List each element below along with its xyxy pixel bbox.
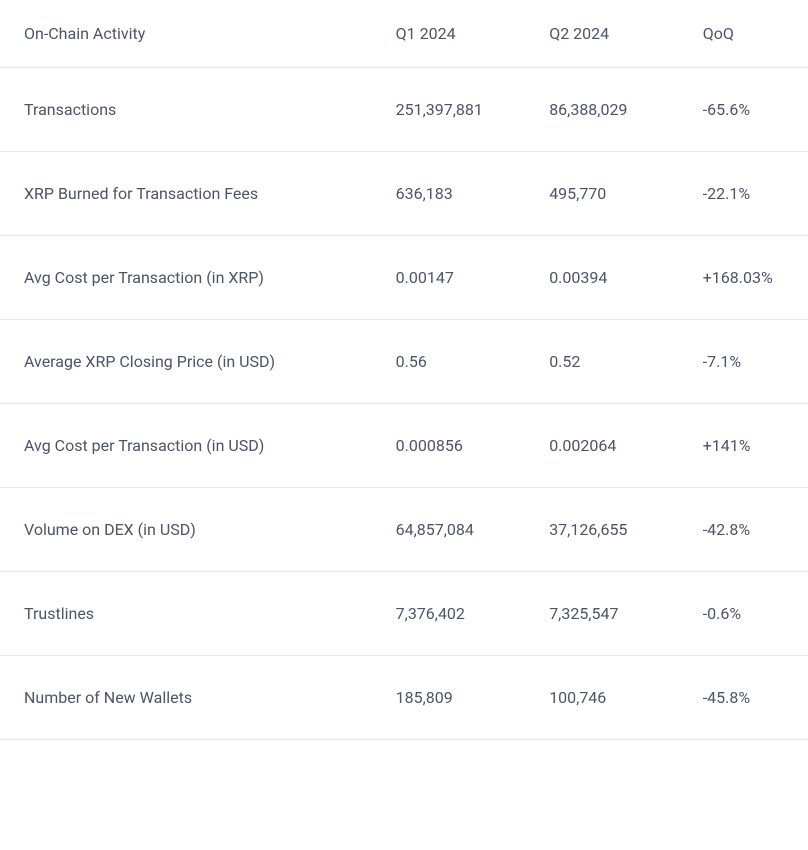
cell-metric: Trustlines xyxy=(0,572,372,656)
cell-q2: 86,388,029 xyxy=(525,68,679,152)
table-row: Transactions 251,397,881 86,388,029 -65.… xyxy=(0,68,808,152)
cell-q2: 0.00394 xyxy=(525,236,679,320)
cell-q2: 0.52 xyxy=(525,320,679,404)
cell-metric: Avg Cost per Transaction (in USD) xyxy=(0,404,372,488)
cell-q2: 7,325,547 xyxy=(525,572,679,656)
cell-q1: 64,857,084 xyxy=(372,488,526,572)
cell-q1: 251,397,881 xyxy=(372,68,526,152)
table-row: Avg Cost per Transaction (in XRP) 0.0014… xyxy=(0,236,808,320)
table-row: XRP Burned for Transaction Fees 636,183 … xyxy=(0,152,808,236)
cell-qoq: +168.03% xyxy=(679,236,808,320)
cell-qoq: -7.1% xyxy=(679,320,808,404)
table-row: Average XRP Closing Price (in USD) 0.56 … xyxy=(0,320,808,404)
on-chain-activity-table: On-Chain Activity Q1 2024 Q2 2024 QoQ Tr… xyxy=(0,0,808,740)
cell-qoq: -22.1% xyxy=(679,152,808,236)
table-row: Volume on DEX (in USD) 64,857,084 37,126… xyxy=(0,488,808,572)
cell-qoq: +141% xyxy=(679,404,808,488)
table-row: Trustlines 7,376,402 7,325,547 -0.6% xyxy=(0,572,808,656)
cell-metric: Avg Cost per Transaction (in XRP) xyxy=(0,236,372,320)
column-header-q1: Q1 2024 xyxy=(372,0,526,68)
cell-q1: 0.000856 xyxy=(372,404,526,488)
cell-q1: 636,183 xyxy=(372,152,526,236)
cell-metric: Number of New Wallets xyxy=(0,656,372,740)
column-header-metric: On-Chain Activity xyxy=(0,0,372,68)
cell-q2: 0.002064 xyxy=(525,404,679,488)
table-header-row: On-Chain Activity Q1 2024 Q2 2024 QoQ xyxy=(0,0,808,68)
column-header-qoq: QoQ xyxy=(679,0,808,68)
cell-qoq: -45.8% xyxy=(679,656,808,740)
cell-q1: 0.00147 xyxy=(372,236,526,320)
column-header-q2: Q2 2024 xyxy=(525,0,679,68)
cell-qoq: -42.8% xyxy=(679,488,808,572)
cell-qoq: -65.6% xyxy=(679,68,808,152)
cell-q1: 0.56 xyxy=(372,320,526,404)
table-row: Avg Cost per Transaction (in USD) 0.0008… xyxy=(0,404,808,488)
cell-q1: 185,809 xyxy=(372,656,526,740)
cell-metric: Average XRP Closing Price (in USD) xyxy=(0,320,372,404)
table-row: Number of New Wallets 185,809 100,746 -4… xyxy=(0,656,808,740)
cell-q1: 7,376,402 xyxy=(372,572,526,656)
cell-q2: 37,126,655 xyxy=(525,488,679,572)
cell-metric: XRP Burned for Transaction Fees xyxy=(0,152,372,236)
cell-q2: 495,770 xyxy=(525,152,679,236)
cell-metric: Transactions xyxy=(0,68,372,152)
cell-metric: Volume on DEX (in USD) xyxy=(0,488,372,572)
cell-qoq: -0.6% xyxy=(679,572,808,656)
cell-q2: 100,746 xyxy=(525,656,679,740)
